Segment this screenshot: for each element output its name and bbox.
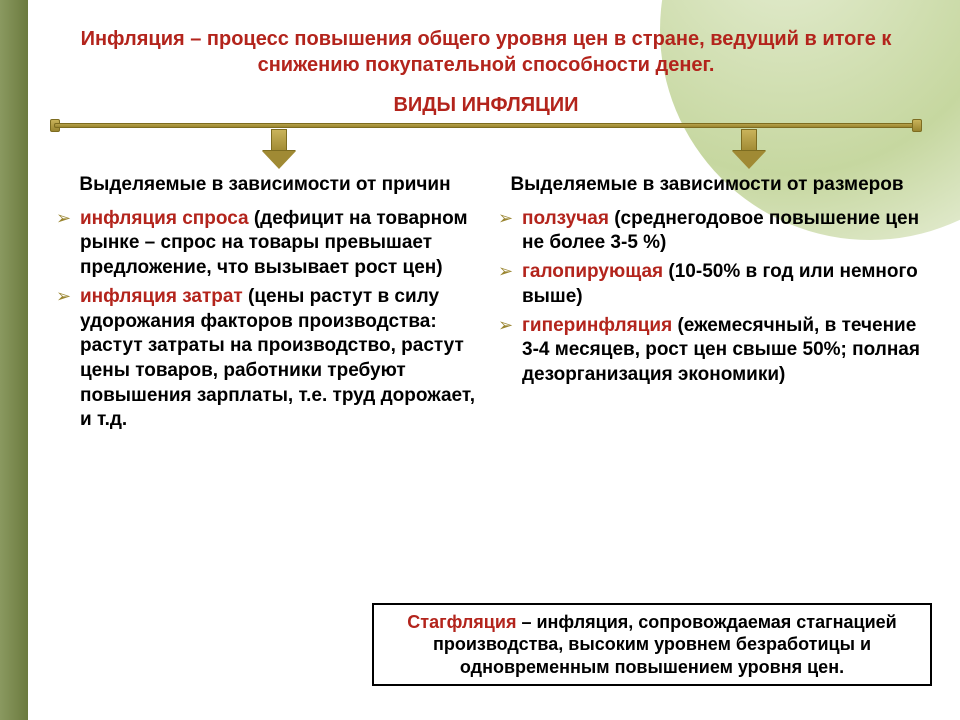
left-heading: Выделяемые в зависимости от причин: [52, 173, 478, 197]
right-list: ползучая (среднегодовое повышение цен не…: [494, 207, 920, 388]
left-list: инфляция спроса (дефицит на товарном рын…: [52, 207, 478, 433]
term: инфляция затрат: [80, 286, 248, 307]
list-item: галопирующая (10-50% в год или немного в…: [494, 260, 920, 309]
right-column: Выделяемые в зависимости от размеров пол…: [494, 173, 920, 437]
slide-content: Инфляция – процесс повышения общего уров…: [0, 0, 960, 437]
down-arrow-icon: [262, 129, 296, 169]
stagflation-box: Стагфляция – инфляция, сопровождаемая ст…: [372, 603, 932, 687]
right-heading: Выделяемые в зависимости от размеров: [494, 173, 920, 197]
term: ползучая: [522, 208, 614, 229]
term: гиперинфляция: [522, 315, 677, 336]
term: галопирующая: [522, 261, 668, 282]
box-term: Стагфляция: [407, 612, 516, 632]
definition-text: Инфляция – процесс повышения общего уров…: [52, 26, 920, 78]
list-item: ползучая (среднегодовое повышение цен не…: [494, 207, 920, 256]
desc: (цены растут в силу удорожания факторов …: [80, 286, 475, 430]
list-item: инфляция затрат (цены растут в силу удор…: [52, 285, 478, 433]
list-item: инфляция спроса (дефицит на товарном рын…: [52, 207, 478, 281]
left-column: Выделяемые в зависимости от причин инфля…: [52, 173, 478, 437]
list-item: гиперинфляция (ежемесячный, в течение 3-…: [494, 314, 920, 388]
arrow-row: [52, 129, 920, 173]
term: инфляция спроса: [80, 208, 254, 229]
section-title: ВИДЫ ИНФЛЯЦИИ: [52, 94, 920, 117]
down-arrow-icon: [732, 129, 766, 169]
